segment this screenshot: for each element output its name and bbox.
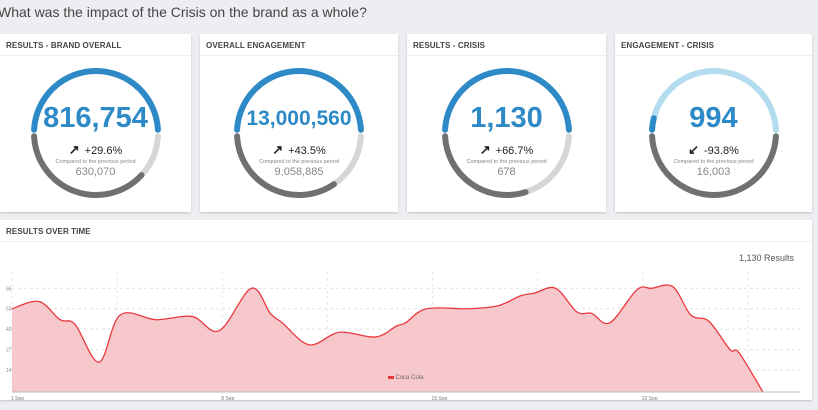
current-arc <box>234 68 364 133</box>
previous-arc-track <box>138 133 161 179</box>
arrow-down-left-icon: ↙ <box>688 142 700 157</box>
current-arc <box>441 68 572 133</box>
results-area-chart: 14 27 40 53 66 1 Sep 8 Sep 15 Sep 22 Sep <box>6 272 800 400</box>
y-tick-label: 66 <box>6 286 12 292</box>
gauge: 816,754 ↗ +29.6% Compared to the previous… <box>26 58 166 208</box>
change-percent: +43.5% <box>288 145 326 157</box>
card-title: RESULTS - BRAND OVERALL <box>0 34 191 56</box>
y-tick-label: 53 <box>6 307 12 313</box>
change: ↗ +43.5% <box>229 142 369 158</box>
change-percent: +66.7% <box>495 145 534 157</box>
x-tick-label: 22 Sep <box>642 396 658 400</box>
gauge: 13,000,560 ↗ +43.5% Compared to the previ… <box>229 58 369 208</box>
change: ↗ +66.7% <box>437 142 577 158</box>
series-area <box>12 284 763 392</box>
change: ↗ +29.6% <box>26 142 166 158</box>
results-count: 1,130 Results <box>738 253 794 263</box>
gauge-ring <box>30 68 161 198</box>
compare-label: Compared to the previous period <box>258 159 340 165</box>
y-tick-label: 40 <box>6 327 12 333</box>
arrow-up-right-icon: ↗ <box>68 142 80 157</box>
current-value: 1,130 <box>470 102 543 134</box>
x-tick-label: 1 Sep <box>11 396 24 400</box>
card-title: RESULTS - CRISIS <box>407 34 606 56</box>
current-value: 994 <box>689 102 738 134</box>
current-arc-track <box>648 68 779 133</box>
x-tick-label: 8 Sep <box>221 396 234 400</box>
results-over-time-card: RESULTS OVER TIME 1,130 Results 14 27 40 53… <box>0 220 812 400</box>
arrow-up-right-icon: ↗ <box>272 142 284 157</box>
gauge: 994 ↙ -93.8% Compared to the previous per… <box>644 58 784 208</box>
gauge: 1,130 ↗ +66.7% Compared to the previous p… <box>437 58 577 208</box>
gauge-ring <box>234 68 364 198</box>
page-title: What was the impact of the Crisis on the… <box>0 4 367 20</box>
compare-label: Compared to the previous period <box>466 159 547 165</box>
gauge-ring <box>648 68 779 198</box>
previous-value: 16,003 <box>696 166 731 178</box>
change-percent: -93.8% <box>704 145 739 157</box>
previous-arc <box>441 133 529 198</box>
compare-label: Compared to the previous period <box>55 159 136 165</box>
x-tick-label: 15 Sep <box>432 396 448 400</box>
chart-legend[interactable]: Coca Cola <box>0 375 812 381</box>
gauge-ring <box>441 68 572 198</box>
kpi-card-results-crisis: RESULTS - CRISIS 1,130 ↗ +66.7% Compared … <box>407 34 606 212</box>
previous-value: 9,058,885 <box>274 166 324 178</box>
change-percent: +29.6% <box>84 145 123 157</box>
y-tick-label: 27 <box>6 348 12 354</box>
kpi-card-brand-overall: RESULTS - BRAND OVERALL 816,754 ↗ +29.6% … <box>0 34 191 212</box>
previous-arc-track <box>522 133 572 196</box>
previous-arc <box>234 133 337 198</box>
current-value: 13,000,560 <box>246 107 352 130</box>
current-arc <box>648 115 657 133</box>
current-value: 816,754 <box>43 102 148 134</box>
card-title: ENGAGEMENT - CRISIS <box>615 34 812 56</box>
change: ↙ -93.8% <box>644 142 784 158</box>
kpi-card-engagement-crisis: ENGAGEMENT - CRISIS 994 ↙ -93.8% Compared… <box>615 34 812 212</box>
series-line <box>11 284 764 393</box>
kpi-card-overall-engagement: OVERALL ENGAGEMENT 13,000,560 ↗ +43.5% Co… <box>200 34 398 212</box>
previous-arc-track <box>330 133 364 188</box>
card-title: RESULTS OVER TIME <box>0 220 812 242</box>
previous-arc <box>648 133 779 198</box>
arrow-up-right-icon: ↗ <box>479 142 491 157</box>
current-arc <box>30 68 161 133</box>
y-tick-label: 14 <box>6 368 12 374</box>
previous-arc <box>30 133 145 198</box>
previous-value: 678 <box>497 166 516 178</box>
legend-swatch <box>388 375 395 379</box>
previous-value: 630,070 <box>75 166 116 178</box>
compare-label: Compared to the previous period <box>673 159 754 165</box>
card-title: OVERALL ENGAGEMENT <box>200 34 398 56</box>
legend-label: Coca Cola <box>395 375 424 381</box>
